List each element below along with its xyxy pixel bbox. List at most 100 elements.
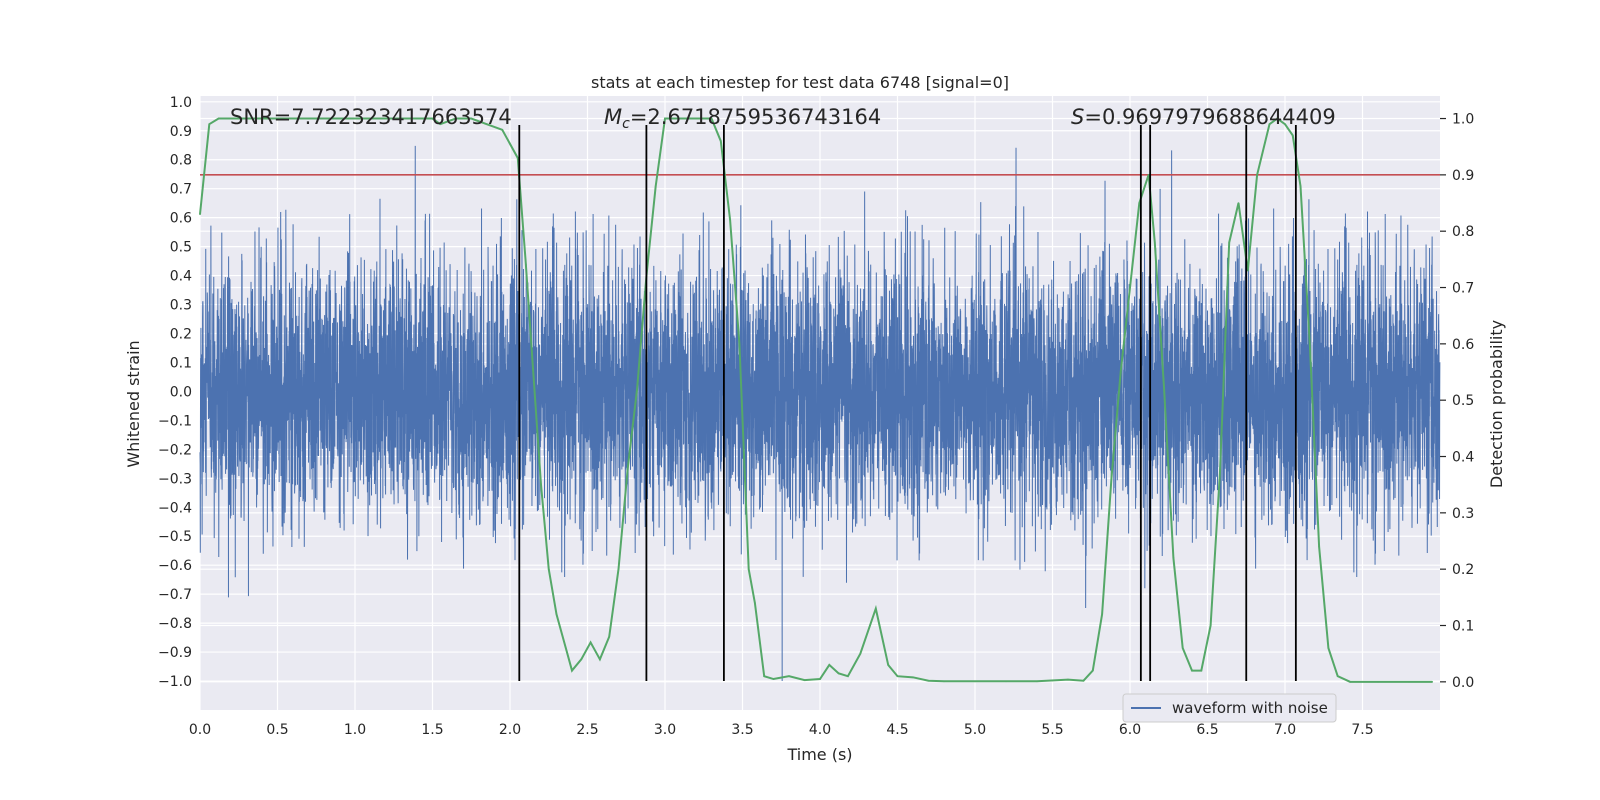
probability-point xyxy=(1408,681,1410,683)
chirp-mass-annotation: Mc=2.6718759536743164 xyxy=(604,105,881,132)
y-tick-label: −0.6 xyxy=(158,558,192,574)
probability-point xyxy=(571,669,573,672)
probability-point xyxy=(245,117,248,120)
probability-point xyxy=(974,680,976,683)
y2-axis-label: Detection probability xyxy=(1487,320,1506,488)
probability-point xyxy=(580,658,583,661)
chirp-mass-value: =2.6718759536743164 xyxy=(630,105,881,129)
probability-point xyxy=(617,568,620,570)
probability-point xyxy=(555,613,558,616)
probability-point xyxy=(516,157,519,159)
probability-point xyxy=(1082,679,1085,682)
probability-point xyxy=(501,129,504,131)
waveform-series xyxy=(199,145,1441,682)
x-tick-label: 7.0 xyxy=(1274,722,1296,738)
probability-point xyxy=(1200,669,1203,672)
y2-tick-label: 0.2 xyxy=(1452,562,1474,578)
probability-point xyxy=(1219,472,1221,475)
x-tick-label: 2.5 xyxy=(576,722,598,738)
y-tick-label: 1.0 xyxy=(170,95,192,111)
probability-point xyxy=(540,483,542,486)
y-tick-label: 0.3 xyxy=(170,298,192,314)
probability-point xyxy=(532,371,535,373)
x-tick-label: 5.5 xyxy=(1041,722,1063,738)
probability-point xyxy=(1172,557,1175,559)
spin-symbol: S xyxy=(1071,105,1084,129)
x-tick-label: 1.0 xyxy=(344,722,366,738)
probability-point xyxy=(729,219,731,221)
y-tick-label: 0.5 xyxy=(170,240,192,256)
probability-point xyxy=(1247,269,1249,272)
x-tick-label: 3.5 xyxy=(731,722,753,738)
probability-point xyxy=(1256,174,1258,176)
probability-point xyxy=(354,117,356,120)
probability-point xyxy=(307,117,310,120)
probability-point xyxy=(1154,241,1156,244)
probability-point xyxy=(627,466,629,469)
probability-point xyxy=(1067,678,1069,681)
x-tick-label: 3.0 xyxy=(654,722,676,738)
y2-tick-label: 1.0 xyxy=(1452,112,1474,128)
waveform-line xyxy=(199,145,1441,682)
y-tick-label: 0.1 xyxy=(170,355,192,371)
legend-box xyxy=(1122,693,1337,723)
probability-point xyxy=(1101,613,1103,616)
probability-point xyxy=(524,258,527,261)
y2-tick-label: 0.8 xyxy=(1452,224,1474,240)
probability-point xyxy=(837,672,840,675)
probability-point xyxy=(1129,286,1131,289)
probability-point xyxy=(803,679,806,681)
probability-point xyxy=(1005,680,1007,683)
y2-tick-label: 0.3 xyxy=(1452,506,1474,522)
y-tick-label: −0.4 xyxy=(158,500,192,516)
y2-tick-label: 0.0 xyxy=(1452,675,1474,691)
probability-point xyxy=(754,602,756,604)
y2-tick-label: 0.1 xyxy=(1452,619,1474,635)
y-tick-label: 0.4 xyxy=(170,269,192,285)
probability-point xyxy=(1092,669,1094,672)
y2-tick-label: 0.9 xyxy=(1452,168,1474,184)
probability-point xyxy=(1228,241,1230,244)
x-axis-label: Time (s) xyxy=(786,745,852,764)
probability-point xyxy=(654,185,657,187)
probability-point xyxy=(679,117,682,120)
probability-point xyxy=(1431,681,1434,683)
x-axis-ticks: 0.0 0.5 1.0 1.5 2.0 2.5 3.0 3.5 4.0 4.5 5.0 5.5 6.0 6… xyxy=(189,722,1374,738)
probability-point xyxy=(400,117,403,120)
y2-axis-ticks: 1.0 0.9 0.8 0.7 0.6 0.5 0.4 0.3 0.2 0.1 0.0 xyxy=(1440,112,1474,691)
probability-point xyxy=(276,117,279,120)
probability-point xyxy=(1268,123,1271,125)
x-tick-label: 5.0 xyxy=(964,722,986,738)
probability-point xyxy=(1276,117,1279,120)
y-tick-label: 0.0 xyxy=(170,384,192,400)
chirp-mass-symbol: M xyxy=(604,105,622,129)
y2-tick-label: 0.7 xyxy=(1452,281,1474,297)
probability-point xyxy=(1209,624,1212,627)
probability-point xyxy=(1336,675,1339,677)
probability-point xyxy=(1110,478,1113,480)
y-tick-label: −0.3 xyxy=(158,471,192,487)
chart-title: stats at each timestep for test data 674… xyxy=(591,73,1009,92)
y2-tick-label: 0.5 xyxy=(1452,393,1474,409)
probability-point xyxy=(431,117,434,120)
probability-point xyxy=(199,213,201,216)
probability-point xyxy=(912,676,914,679)
probability-point xyxy=(763,675,765,677)
probability-point xyxy=(439,123,442,125)
y-tick-label: 0.6 xyxy=(170,211,192,227)
probability-point xyxy=(217,117,220,120)
y-tick-label: −0.7 xyxy=(158,587,192,603)
probability-point xyxy=(454,117,457,120)
chirp-mass-subscript: c xyxy=(622,116,630,132)
y-tick-label: 0.9 xyxy=(170,124,192,140)
probability-point xyxy=(720,140,722,142)
probability-point xyxy=(738,343,741,345)
x-tick-label: 7.5 xyxy=(1351,722,1373,738)
probability-point xyxy=(470,117,473,120)
y2-tick-label: 0.4 xyxy=(1452,450,1474,466)
legend-label: waveform with noise xyxy=(1172,699,1328,717)
probability-point xyxy=(208,123,211,125)
y-tick-label: −0.9 xyxy=(158,645,192,661)
y-tick-label: −0.8 xyxy=(158,616,192,632)
